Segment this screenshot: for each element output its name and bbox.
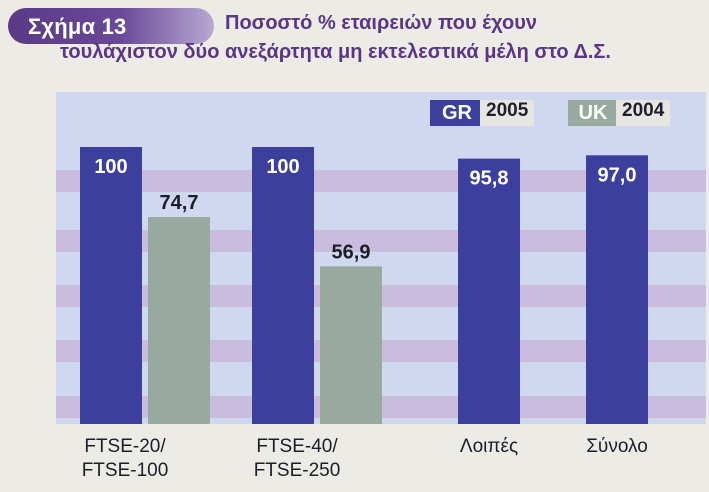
bar-gr bbox=[80, 147, 142, 424]
legend-item-gr: GR 2005 bbox=[430, 100, 550, 126]
bar-gr bbox=[252, 147, 314, 424]
chart-title-line-1: Ποσοστό % εταιρειών που έχουν bbox=[225, 12, 537, 34]
data-label-gr: 97,0 bbox=[598, 164, 637, 186]
legend-item-uk: UK 2004 bbox=[568, 100, 708, 126]
figure-badge-label: Σχήμα 13 bbox=[28, 14, 127, 39]
data-label-gr: 100 bbox=[266, 156, 299, 178]
data-label-gr: 100 bbox=[94, 156, 127, 178]
category-label: FTSE-250 bbox=[254, 460, 341, 481]
bar-uk bbox=[148, 217, 210, 424]
bar-gr bbox=[458, 158, 520, 424]
category-label: Σύνολο bbox=[586, 436, 648, 457]
legend-year-uk: 2004 bbox=[616, 100, 671, 126]
chart-title-line-2: τουλάχιστον δύο ανεξάρτητα μη εκτελεστικ… bbox=[60, 41, 611, 63]
data-label-uk: 56,9 bbox=[332, 241, 371, 263]
category-label: FTSE-40/ bbox=[256, 436, 338, 457]
bar-uk bbox=[320, 266, 382, 424]
legend-swatch-uk: UK bbox=[568, 100, 618, 126]
bar-gr bbox=[586, 155, 648, 424]
legend-swatch-gr: GR bbox=[430, 100, 484, 126]
category-label: Λοιπές bbox=[460, 436, 518, 457]
data-label-gr: 95,8 bbox=[470, 168, 509, 190]
background-stripe bbox=[56, 170, 706, 192]
category-label: FTSE-20/ bbox=[84, 436, 166, 457]
category-label: FTSE-100 bbox=[82, 460, 169, 481]
background-stripe bbox=[56, 230, 706, 252]
figure-badge: Σχήμα 13 bbox=[8, 8, 214, 44]
legend-year-gr: 2005 bbox=[480, 100, 535, 126]
data-label-uk: 74,7 bbox=[160, 192, 199, 214]
